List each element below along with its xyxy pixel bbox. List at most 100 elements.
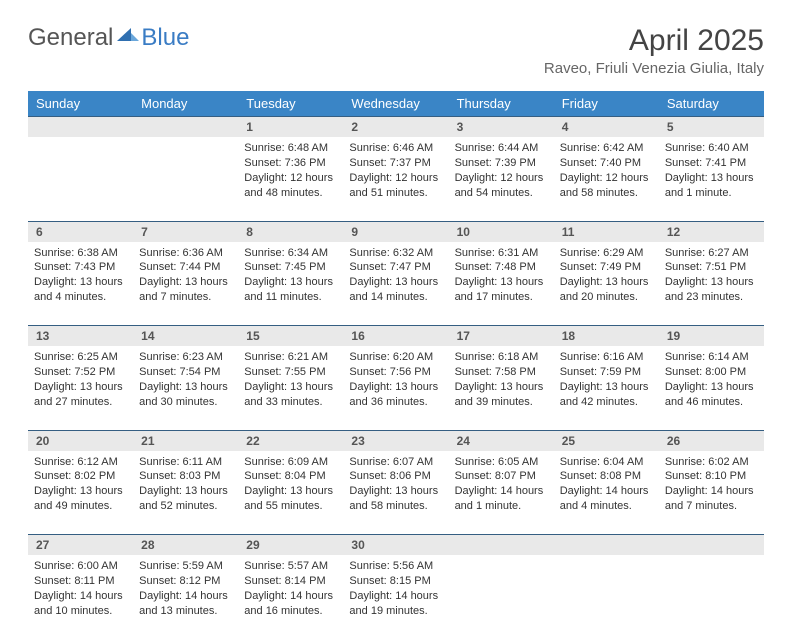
daynum-cell — [449, 535, 554, 556]
daynum-row: 6789101112 — [28, 221, 764, 242]
day-number: 24 — [449, 431, 554, 451]
day-header: Thursday — [449, 91, 554, 117]
sunset: Sunset: 7:39 PM — [455, 156, 548, 171]
sunset: Sunset: 8:06 PM — [349, 469, 442, 484]
day-body: Sunrise: 6:25 AMSunset: 7:52 PMDaylight:… — [28, 346, 133, 415]
sunrise: Sunrise: 6:00 AM — [34, 559, 127, 574]
day-number: 26 — [659, 431, 764, 451]
sunset: Sunset: 7:59 PM — [560, 365, 653, 380]
day-body: Sunrise: 5:59 AMSunset: 8:12 PMDaylight:… — [133, 555, 238, 624]
sunset: Sunset: 8:14 PM — [244, 574, 337, 589]
daylight: Daylight: 13 hours and 14 minutes. — [349, 275, 442, 305]
daybody-cell: Sunrise: 6:29 AMSunset: 7:49 PMDaylight:… — [554, 242, 659, 326]
daybody-cell: Sunrise: 6:16 AMSunset: 7:59 PMDaylight:… — [554, 346, 659, 430]
sunrise: Sunrise: 6:25 AM — [34, 350, 127, 365]
day-header-row: Sunday Monday Tuesday Wednesday Thursday… — [28, 91, 764, 117]
sunrise: Sunrise: 5:59 AM — [139, 559, 232, 574]
day-number: 8 — [238, 222, 343, 242]
day-body: Sunrise: 5:57 AMSunset: 8:14 PMDaylight:… — [238, 555, 343, 624]
day-body: Sunrise: 6:23 AMSunset: 7:54 PMDaylight:… — [133, 346, 238, 415]
daylight: Daylight: 13 hours and 55 minutes. — [244, 484, 337, 514]
day-number: 17 — [449, 326, 554, 346]
sunrise: Sunrise: 6:21 AM — [244, 350, 337, 365]
sunset: Sunset: 7:58 PM — [455, 365, 548, 380]
daynum-cell: 28 — [133, 535, 238, 556]
sunrise: Sunrise: 6:42 AM — [560, 141, 653, 156]
day-number: 7 — [133, 222, 238, 242]
logo-text-blue: Blue — [141, 24, 189, 52]
daybody-cell: Sunrise: 6:09 AMSunset: 8:04 PMDaylight:… — [238, 451, 343, 535]
sunset: Sunset: 7:47 PM — [349, 260, 442, 275]
daybody-cell: Sunrise: 6:21 AMSunset: 7:55 PMDaylight:… — [238, 346, 343, 430]
daybody-cell — [554, 555, 659, 639]
daynum-row: 13141516171819 — [28, 326, 764, 347]
day-number: 11 — [554, 222, 659, 242]
day-number: 4 — [554, 117, 659, 137]
day-number: 18 — [554, 326, 659, 346]
daynum-cell: 26 — [659, 430, 764, 451]
sunset: Sunset: 7:44 PM — [139, 260, 232, 275]
day-body: Sunrise: 6:38 AMSunset: 7:43 PMDaylight:… — [28, 242, 133, 311]
daylight: Daylight: 14 hours and 1 minute. — [455, 484, 548, 514]
sunset: Sunset: 8:11 PM — [34, 574, 127, 589]
sunrise: Sunrise: 6:16 AM — [560, 350, 653, 365]
day-body: Sunrise: 5:56 AMSunset: 8:15 PMDaylight:… — [343, 555, 448, 624]
daybody-cell: Sunrise: 6:07 AMSunset: 8:06 PMDaylight:… — [343, 451, 448, 535]
daynum-cell: 15 — [238, 326, 343, 347]
daynum-cell: 8 — [238, 221, 343, 242]
daynum-cell: 16 — [343, 326, 448, 347]
sunset: Sunset: 8:00 PM — [665, 365, 758, 380]
daynum-cell: 10 — [449, 221, 554, 242]
daylight: Daylight: 14 hours and 7 minutes. — [665, 484, 758, 514]
daybody-cell: Sunrise: 6:44 AMSunset: 7:39 PMDaylight:… — [449, 137, 554, 221]
daybody-cell: Sunrise: 6:48 AMSunset: 7:36 PMDaylight:… — [238, 137, 343, 221]
day-body: Sunrise: 6:31 AMSunset: 7:48 PMDaylight:… — [449, 242, 554, 311]
day-header: Friday — [554, 91, 659, 117]
daybody-cell: Sunrise: 6:36 AMSunset: 7:44 PMDaylight:… — [133, 242, 238, 326]
daylight: Daylight: 13 hours and 27 minutes. — [34, 380, 127, 410]
sunrise: Sunrise: 6:46 AM — [349, 141, 442, 156]
daylight: Daylight: 14 hours and 10 minutes. — [34, 589, 127, 619]
sunrise: Sunrise: 6:40 AM — [665, 141, 758, 156]
daynum-cell — [133, 117, 238, 138]
daylight: Daylight: 13 hours and 52 minutes. — [139, 484, 232, 514]
sunrise: Sunrise: 6:14 AM — [665, 350, 758, 365]
logo-text-general: General — [28, 24, 113, 52]
daybody-cell: Sunrise: 6:32 AMSunset: 7:47 PMDaylight:… — [343, 242, 448, 326]
daylight: Daylight: 13 hours and 1 minute. — [665, 171, 758, 201]
sunrise: Sunrise: 5:56 AM — [349, 559, 442, 574]
sunset: Sunset: 7:37 PM — [349, 156, 442, 171]
daylight: Daylight: 13 hours and 39 minutes. — [455, 380, 548, 410]
daybody-cell: Sunrise: 6:23 AMSunset: 7:54 PMDaylight:… — [133, 346, 238, 430]
daybody-cell — [133, 137, 238, 221]
daynum-cell: 3 — [449, 117, 554, 138]
day-number: 9 — [343, 222, 448, 242]
daynum-row: 27282930 — [28, 535, 764, 556]
logo-triangle-icon — [117, 20, 139, 48]
daybody-row: Sunrise: 6:38 AMSunset: 7:43 PMDaylight:… — [28, 242, 764, 326]
daybody-cell: Sunrise: 6:05 AMSunset: 8:07 PMDaylight:… — [449, 451, 554, 535]
daynum-cell — [554, 535, 659, 556]
daybody-cell: Sunrise: 6:02 AMSunset: 8:10 PMDaylight:… — [659, 451, 764, 535]
location: Raveo, Friuli Venezia Giulia, Italy — [544, 60, 764, 77]
sunrise: Sunrise: 6:11 AM — [139, 455, 232, 470]
daybody-cell: Sunrise: 6:31 AMSunset: 7:48 PMDaylight:… — [449, 242, 554, 326]
sunset: Sunset: 7:56 PM — [349, 365, 442, 380]
sunset: Sunset: 7:55 PM — [244, 365, 337, 380]
day-number: 10 — [449, 222, 554, 242]
sunset: Sunset: 8:10 PM — [665, 469, 758, 484]
daybody-cell: Sunrise: 5:57 AMSunset: 8:14 PMDaylight:… — [238, 555, 343, 639]
daybody-row: Sunrise: 6:00 AMSunset: 8:11 PMDaylight:… — [28, 555, 764, 639]
daylight: Daylight: 13 hours and 20 minutes. — [560, 275, 653, 305]
day-number: 15 — [238, 326, 343, 346]
daylight: Daylight: 14 hours and 4 minutes. — [560, 484, 653, 514]
daybody-cell — [28, 137, 133, 221]
day-number: 23 — [343, 431, 448, 451]
calendar-table: Sunday Monday Tuesday Wednesday Thursday… — [28, 91, 764, 639]
day-body: Sunrise: 6:48 AMSunset: 7:36 PMDaylight:… — [238, 137, 343, 206]
day-number: 1 — [238, 117, 343, 137]
sunset: Sunset: 8:02 PM — [34, 469, 127, 484]
sunset: Sunset: 8:03 PM — [139, 469, 232, 484]
sunrise: Sunrise: 6:20 AM — [349, 350, 442, 365]
daybody-cell: Sunrise: 6:40 AMSunset: 7:41 PMDaylight:… — [659, 137, 764, 221]
